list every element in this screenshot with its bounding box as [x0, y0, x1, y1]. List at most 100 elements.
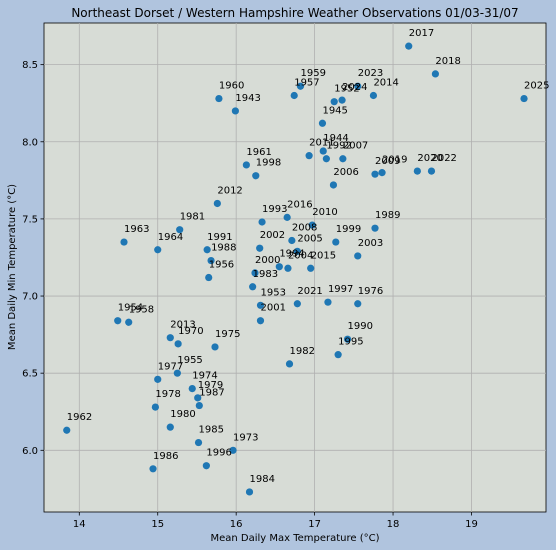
- point-label-1978: 1978: [155, 389, 180, 400]
- point-label-1944: 1944: [323, 133, 348, 144]
- x-tick-label: 19: [465, 519, 478, 530]
- data-point-1994: [275, 263, 283, 271]
- data-point-1983: [249, 283, 257, 291]
- data-point-2005: [293, 247, 301, 255]
- point-label-1991: 1991: [207, 232, 232, 243]
- data-point-1979: [194, 394, 202, 402]
- data-point-2017: [405, 42, 413, 50]
- point-label-2012: 2012: [217, 185, 242, 196]
- data-point-1984: [245, 488, 254, 496]
- y-axis-label: Mean Daily Min Temperature (°C): [7, 184, 18, 350]
- grid-lines: [44, 23, 546, 512]
- data-point-1960: [215, 94, 223, 103]
- point-label-2013: 2013: [170, 320, 195, 331]
- point-label-2009: 2009: [375, 156, 400, 167]
- point-label-2025: 2025: [524, 81, 549, 92]
- data-point-1957: [290, 91, 298, 100]
- data-point-1962: [63, 426, 71, 434]
- data-point-1991: [203, 246, 211, 254]
- point-label-2020: 2020: [417, 153, 442, 164]
- point-label-1945: 1945: [322, 105, 347, 116]
- data-point-2018: [431, 70, 440, 78]
- data-points: [63, 42, 528, 496]
- x-tick-label: 17: [308, 519, 321, 530]
- data-point-2009: [371, 170, 379, 178]
- data-point-1943: [231, 107, 239, 115]
- data-point-2013: [166, 334, 174, 342]
- point-label-2015: 2015: [311, 250, 336, 261]
- data-point-1986: [149, 465, 157, 473]
- data-point-2020: [413, 167, 421, 175]
- data-point-1964: [154, 246, 162, 254]
- data-point-1982: [285, 360, 294, 368]
- data-point-1993: [258, 218, 266, 226]
- point-label-1976: 1976: [358, 286, 383, 297]
- data-point-1977: [154, 375, 162, 383]
- point-label-1994: 1994: [279, 249, 304, 260]
- data-point-2025: [520, 94, 528, 103]
- data-point-2019: [378, 169, 386, 177]
- point-label-2014: 2014: [373, 78, 398, 89]
- data-point-2002: [256, 244, 264, 252]
- x-tick-label: 15: [151, 519, 164, 530]
- data-point-2008: [288, 236, 296, 245]
- point-label-2000: 2000: [255, 255, 280, 266]
- data-point-2021: [293, 300, 301, 308]
- point-label-1982: 1982: [290, 346, 315, 357]
- data-point-1987: [195, 401, 203, 410]
- point-label-1953: 1953: [260, 287, 285, 298]
- point-label-1964: 1964: [158, 232, 183, 243]
- data-point-1995: [334, 351, 342, 359]
- point-label-2008: 2008: [292, 223, 317, 234]
- point-label-2024: 2024: [342, 82, 367, 93]
- data-point-1980: [166, 423, 174, 431]
- point-label-1979: 1979: [198, 380, 223, 391]
- point-label-1992: 1992: [326, 141, 351, 152]
- point-label-1975: 1975: [215, 329, 240, 340]
- point-label-1989: 1989: [375, 210, 400, 221]
- data-point-1989: [371, 224, 379, 232]
- data-point-1981: [176, 226, 184, 234]
- data-point-2004: [284, 264, 292, 272]
- point-label-2023: 2023: [358, 68, 383, 79]
- point-label-1974: 1974: [192, 371, 217, 382]
- point-label-1943: 1943: [235, 93, 260, 104]
- point-label-1984: 1984: [250, 474, 275, 485]
- chart-title: Northeast Dorset / Western Hampshire Wea…: [71, 6, 518, 20]
- point-label-2019: 2019: [382, 155, 407, 166]
- point-label-1995: 1995: [338, 337, 363, 348]
- y-tick-label: 6.5: [22, 369, 38, 380]
- point-label-1999: 1999: [336, 224, 361, 235]
- data-point-1961: [242, 161, 250, 169]
- point-label-1986: 1986: [153, 451, 178, 462]
- data-point-2022: [427, 167, 436, 175]
- data-point-2024: [338, 96, 346, 104]
- data-point-1985: [194, 438, 203, 447]
- data-point-1970: [174, 340, 182, 348]
- data-point-1988: [207, 256, 215, 265]
- point-label-1998: 1998: [256, 158, 281, 169]
- point-label-2001: 2001: [260, 303, 285, 314]
- data-point-1998: [252, 172, 260, 180]
- point-label-2022: 2022: [431, 153, 456, 164]
- data-point-2006: [329, 181, 338, 189]
- point-label-1990: 1990: [348, 321, 373, 332]
- data-point-1996: [202, 462, 210, 470]
- data-point-1974: [188, 384, 196, 393]
- data-point-1997: [324, 298, 332, 306]
- point-label-1954: 1954: [118, 303, 143, 314]
- point-label-2002: 2002: [260, 230, 285, 241]
- point-label-1961: 1961: [246, 147, 271, 158]
- data-point-2012: [213, 199, 221, 208]
- point-label-2004: 2004: [288, 250, 313, 261]
- data-point-1992: [322, 155, 330, 163]
- point-label-2018: 2018: [435, 56, 460, 67]
- point-label-1985: 1985: [199, 425, 224, 436]
- data-point-1976: [354, 300, 362, 308]
- data-point-2014: [369, 91, 378, 100]
- data-point-1955: [173, 369, 181, 377]
- point-label-1958: 1958: [129, 304, 154, 315]
- data-point-1958: [125, 318, 133, 326]
